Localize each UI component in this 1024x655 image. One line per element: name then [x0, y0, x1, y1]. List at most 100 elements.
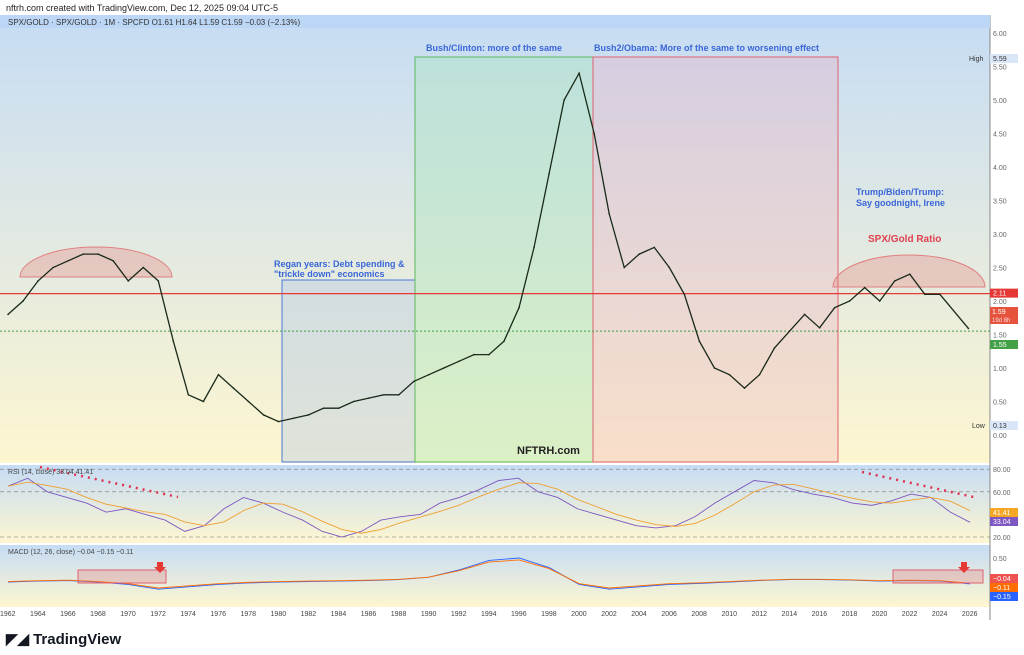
price-point: [848, 300, 851, 302]
price-point: [82, 253, 84, 255]
price-point: [833, 306, 836, 309]
bush2-obama-box: [592, 56, 839, 463]
arrow-down-icon: [958, 562, 970, 573]
price-point: [698, 340, 701, 343]
price-point: [157, 280, 160, 282]
rsi-trendline-right: [861, 470, 979, 500]
time-tick: 2008: [691, 611, 707, 618]
price-point: [713, 367, 716, 369]
price-point: [488, 353, 490, 356]
watermark: NFTRH.com: [517, 445, 580, 457]
price-point: [352, 400, 355, 403]
price-point: [563, 99, 565, 101]
price-point: [743, 387, 746, 389]
bush-clinton-box: [414, 56, 594, 463]
time-tick: 2002: [601, 611, 617, 618]
chart-canvas[interactable]: SPX/GOLD · SPX/GOLD · 1M · SPCFD O1.61 H…: [0, 15, 1024, 620]
price-point: [142, 266, 145, 269]
price-point: [803, 313, 806, 316]
low-label-bg: [990, 421, 1018, 430]
macd-pane-bg: [0, 545, 990, 607]
left-top-arc: [19, 246, 173, 278]
low-label: 0.13: [993, 423, 1007, 430]
price-point: [638, 253, 641, 255]
time-tick: 2014: [782, 611, 798, 618]
price-point: [112, 260, 115, 262]
price-point: [893, 280, 896, 282]
price-point: [322, 407, 325, 410]
time-tick: 1978: [240, 611, 256, 618]
rsi-legend: RSI (14, close) 33.04 41.41: [8, 469, 93, 476]
high-label-bg: [990, 54, 1018, 63]
price-point: [683, 293, 686, 296]
price-point: [413, 380, 415, 383]
price-point: [533, 246, 535, 249]
time-tick: 1988: [391, 611, 407, 618]
signal-line: [7, 559, 971, 589]
arrow-down-icon: [154, 562, 166, 573]
price-tick: 5.00: [993, 98, 1007, 105]
time-tick: 1962: [0, 611, 16, 618]
price-point: [653, 246, 656, 249]
hist-value: −0.15: [993, 594, 1011, 601]
price-point: [909, 273, 911, 276]
time-tick: 1974: [180, 611, 196, 618]
price-point: [367, 397, 370, 399]
hist-value-bg: [990, 592, 1018, 601]
price-point: [758, 373, 761, 376]
price-series: [7, 71, 969, 423]
last-price-bg: [990, 307, 1018, 324]
countdown: 19d 8h: [992, 318, 1010, 324]
price-point: [202, 400, 205, 403]
rsi-ma-value-bg: [990, 508, 1018, 517]
macd-box-right: [892, 569, 984, 584]
price-point: [307, 414, 310, 416]
time-tick: 1996: [511, 611, 527, 618]
macd-value: −0.04: [993, 576, 1011, 583]
price-tick: 0.00: [993, 433, 1007, 440]
price-point: [67, 260, 69, 262]
price-tick: 3.00: [993, 232, 1007, 239]
price-point: [924, 293, 926, 296]
time-tick: 2018: [842, 611, 858, 618]
price-tick: 2.00: [993, 299, 1007, 306]
tv-icon: ◤◢: [6, 631, 30, 648]
rsi-ma-value: 41.41: [993, 510, 1011, 517]
price-point: [863, 286, 866, 289]
reagan-box: [281, 279, 416, 463]
price-point: [967, 327, 970, 330]
price-point: [503, 340, 505, 343]
price-point: [608, 213, 610, 215]
price-tick: 4.50: [993, 132, 1007, 139]
price-point: [97, 253, 99, 255]
price-tick: 1.50: [993, 333, 1007, 340]
price-point: [428, 373, 430, 376]
price-point: [52, 266, 54, 269]
price-point: [788, 330, 791, 332]
price-tick: 1.00: [993, 366, 1007, 373]
rsi-line: [7, 477, 971, 538]
price-point: [277, 420, 280, 423]
time-tick: 2012: [752, 611, 768, 618]
price-point: [773, 347, 776, 349]
low-caption: Low: [972, 423, 986, 430]
price-point: [127, 280, 130, 282]
time-tick: 1972: [150, 611, 166, 618]
time-tick: 1994: [481, 611, 497, 618]
time-tick: 2026: [962, 611, 978, 618]
time-tick: 2016: [812, 611, 828, 618]
rsi-value-bg: [990, 517, 1018, 526]
time-tick: 2024: [932, 611, 948, 618]
macd-legend: MACD (12, 26, close) −0.04 −0.15 −0.11: [8, 549, 133, 556]
time-tick: 1970: [120, 611, 136, 618]
price-point: [458, 360, 460, 363]
rsi-ma-line: [7, 481, 971, 534]
price-point: [878, 300, 881, 302]
price-point: [7, 313, 9, 316]
time-tick: 2006: [661, 611, 677, 618]
rsi-value: 33.04: [993, 519, 1011, 526]
price-tick: 6.00: [993, 31, 1007, 38]
time-tick: 1992: [451, 611, 467, 618]
support-label: 1.55: [993, 342, 1007, 349]
tradingview-logo[interactable]: ◤◢ TradingView: [6, 630, 121, 649]
